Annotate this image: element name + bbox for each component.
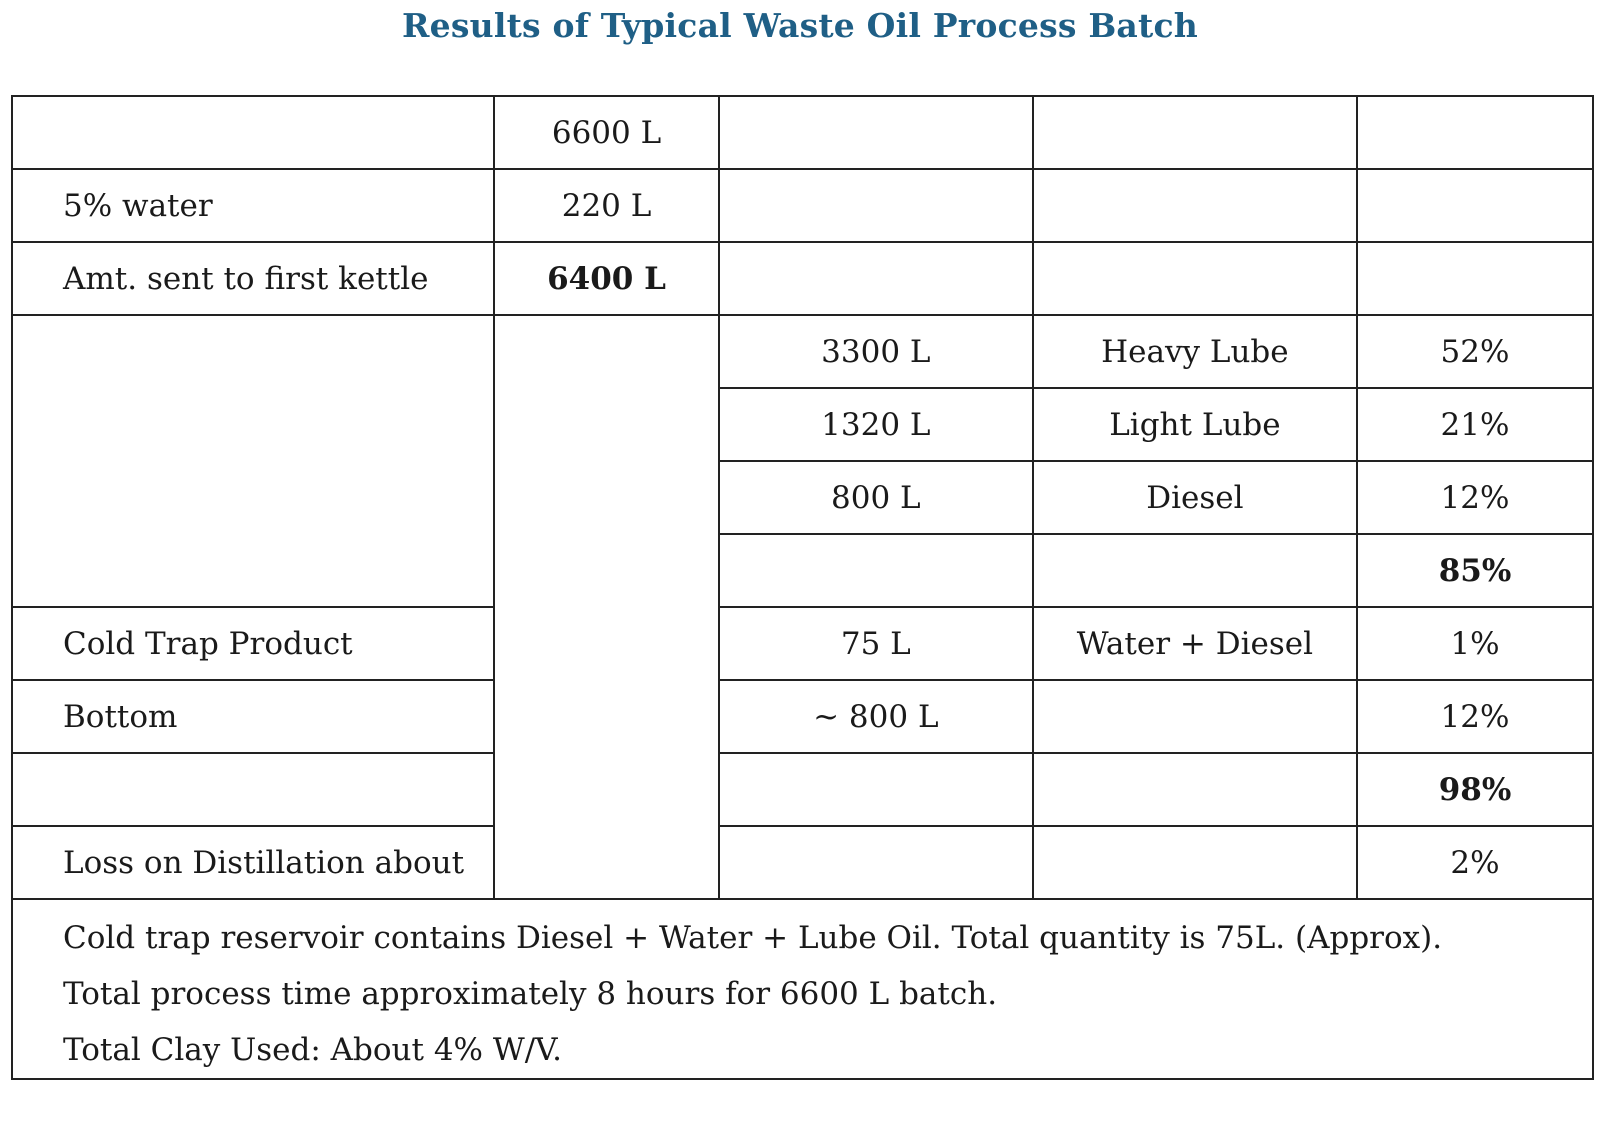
- volume-cell: [717, 95, 1034, 170]
- product-cell: [1031, 168, 1358, 243]
- product-cell: Light Lube: [1031, 387, 1358, 462]
- feed-cell: 220 L: [493, 168, 720, 243]
- table-row: Bottom ~ 800 L 12%: [10, 679, 1595, 754]
- volume-cell: [717, 241, 1034, 316]
- row-label: Amt. sent to first kettle: [10, 241, 496, 316]
- table-row: Loss on Distillation about 2%: [10, 825, 1595, 900]
- volume-cell: ~ 800 L: [717, 679, 1034, 754]
- percent-cell: 98%: [1355, 752, 1595, 827]
- row-label: [10, 752, 496, 827]
- product-cell: [1031, 533, 1358, 608]
- volume-cell: [717, 825, 1034, 900]
- percent-cell: 2%: [1355, 825, 1595, 900]
- volume-cell: [717, 752, 1034, 827]
- row-label: [10, 95, 496, 170]
- row-label: Bottom: [10, 679, 496, 754]
- feed-cell: 6400 L: [493, 241, 720, 316]
- product-cell: [1031, 241, 1358, 316]
- volume-cell: 800 L: [717, 460, 1034, 535]
- notes-cell: Cold trap reservoir contains Diesel + Wa…: [11, 898, 1594, 1080]
- percent-cell: [1355, 168, 1595, 243]
- volume-cell: 1320 L: [717, 387, 1034, 462]
- percent-cell: 12%: [1355, 679, 1595, 754]
- row-label: [10, 314, 496, 608]
- table-row: Amt. sent to first kettle 6400 L: [10, 241, 1595, 316]
- percent-cell: 85%: [1355, 533, 1595, 608]
- table-row: Cold Trap Product 75 L Water + Diesel 1%: [10, 606, 1595, 681]
- row-label: Loss on Distillation about: [10, 825, 496, 900]
- volume-cell: [717, 533, 1034, 608]
- table-row: 6600 L: [10, 95, 1595, 170]
- row-label: 5% water: [10, 168, 496, 243]
- product-cell: [1031, 679, 1358, 754]
- table-row: 800 L Diesel 12%: [12, 460, 1595, 535]
- table-row: 5% water 220 L: [10, 168, 1595, 243]
- feed-cell: 6600 L: [493, 95, 720, 170]
- table-row: 98%: [10, 752, 1595, 827]
- table-row: 85%: [12, 533, 1595, 608]
- percent-cell: 21%: [1355, 387, 1595, 462]
- feed-cell: [493, 314, 720, 900]
- note-clay-used: Total Clay Used: About 4% W/V.: [63, 1032, 562, 1068]
- table-row: 1320 L Light Lube 21%: [12, 387, 1595, 462]
- table-title: Results of Typical Waste Oil Process Bat…: [402, 6, 1198, 45]
- product-cell: Diesel: [1031, 460, 1358, 535]
- percent-cell: 52%: [1355, 314, 1595, 389]
- note-cold-trap: Cold trap reservoir contains Diesel + Wa…: [63, 920, 1443, 956]
- percent-cell: [1355, 241, 1595, 316]
- product-cell: [1031, 752, 1358, 827]
- volume-cell: 75 L: [717, 606, 1034, 681]
- product-cell: Heavy Lube: [1031, 314, 1358, 389]
- product-cell: [1031, 825, 1358, 900]
- product-cell: [1031, 95, 1358, 170]
- product-cell: Water + Diesel: [1031, 606, 1358, 681]
- percent-cell: [1355, 95, 1595, 170]
- results-table: 6600 L 5% water 220 L Amt. sent to first…: [10, 95, 1595, 1080]
- row-label: Cold Trap Product: [10, 606, 496, 681]
- table-row: 3300 L Heavy Lube 52%: [10, 314, 1595, 900]
- volume-cell: [717, 168, 1034, 243]
- volume-cell: 3300 L: [717, 314, 1034, 389]
- note-process-time: Total process time approximately 8 hours…: [63, 976, 998, 1012]
- notes-row: Cold trap reservoir contains Diesel + Wa…: [11, 898, 1594, 1080]
- percent-cell: 1%: [1355, 606, 1595, 681]
- percent-cell: 12%: [1355, 460, 1595, 535]
